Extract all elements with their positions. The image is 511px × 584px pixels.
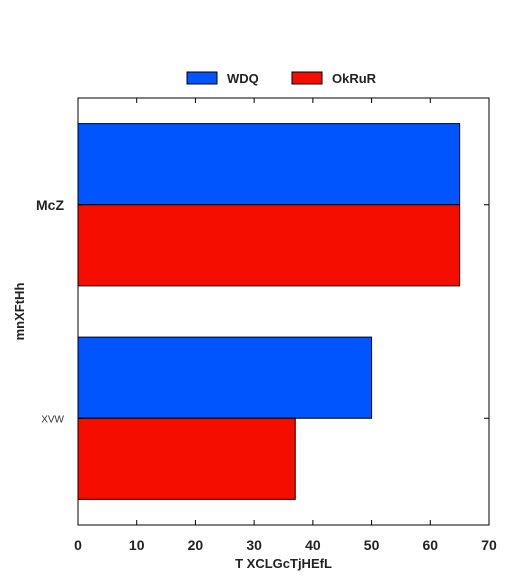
bar-WDQ-XVW: [77, 336, 373, 419]
x-tick-label: 70: [481, 537, 497, 553]
y-tick-label: McZ: [36, 197, 64, 213]
x-tick-label: 50: [364, 537, 380, 553]
legend-swatch-WDQ: [186, 71, 218, 85]
bar-OkRuR-XVW: [77, 417, 296, 500]
y-axis-label: mnXFtHh: [12, 283, 27, 341]
x-tick-label: 20: [188, 537, 204, 553]
bar-OkRuR-McZ: [77, 204, 461, 287]
x-tick-label: 10: [129, 537, 145, 553]
legend-label-OkRuR: OkRuR: [332, 71, 377, 86]
legend: WDQ OkRuR: [186, 71, 377, 86]
legend-swatch-OkRuR: [291, 71, 323, 85]
y-tick-label: XVW: [41, 414, 64, 425]
legend-label-WDQ: WDQ: [227, 71, 259, 86]
x-tick-label: 60: [422, 537, 438, 553]
bar-WDQ-McZ: [77, 123, 461, 206]
x-tick-label: 30: [246, 537, 262, 553]
bars: [77, 123, 461, 500]
x-axis-label: T XCLGcTjHEfL: [235, 556, 332, 571]
plot-frame: [77, 97, 490, 526]
x-tick-label: 0: [74, 537, 82, 553]
ticks: McZ XVW 0 10 20 30 40 50 60 70: [36, 98, 497, 553]
x-tick-label: 40: [305, 537, 321, 553]
